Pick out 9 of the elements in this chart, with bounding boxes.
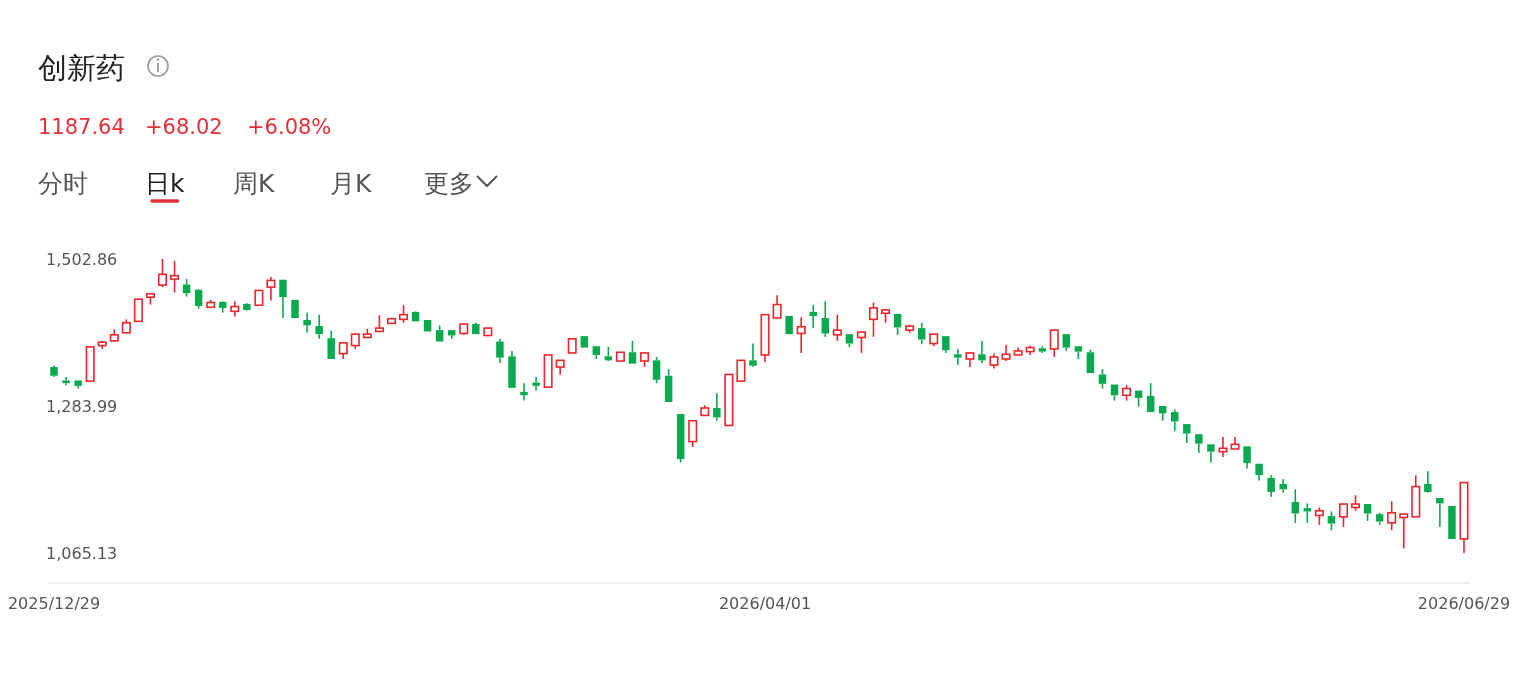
annotation: +6.08% (247, 115, 332, 139)
title: 创新药 (38, 51, 125, 85)
annotation: 月K (330, 169, 372, 198)
annotation: 更多 (424, 169, 474, 198)
annotation: 分时 (38, 169, 88, 198)
annotation: +68.02 (145, 115, 223, 139)
annotation: 日k (145, 169, 185, 198)
annotation: 1187.64 (38, 115, 125, 139)
annotation: 周K (233, 169, 275, 198)
